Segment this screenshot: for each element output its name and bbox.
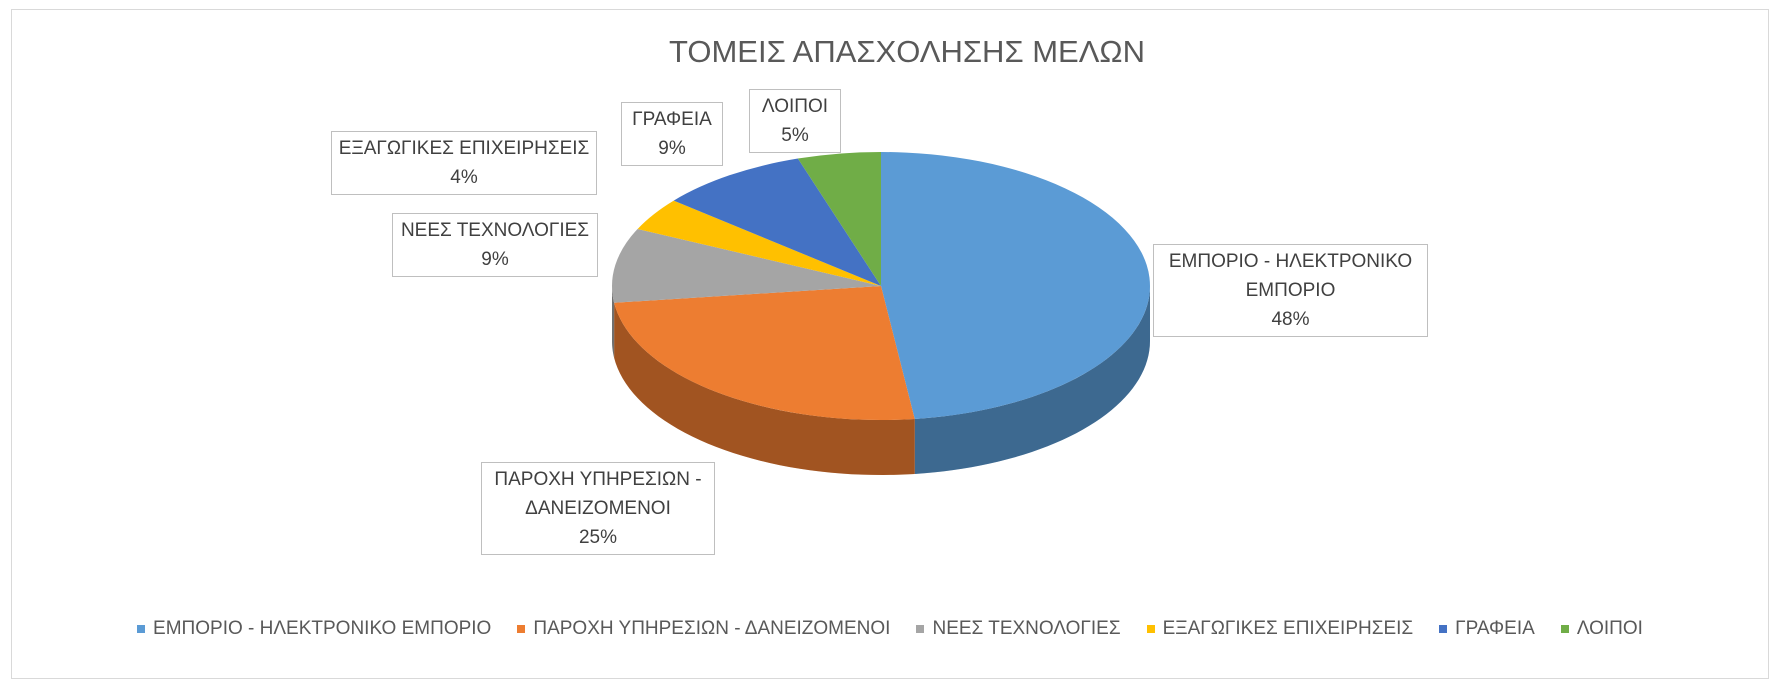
slice — [637, 200, 881, 286]
slice-side-shade — [914, 286, 1150, 474]
legend-swatch — [1439, 625, 1448, 633]
legend-swatch — [137, 625, 146, 633]
legend-item: ΝΕΕΣ ΤΕΧΝΟΛΟΓΙΕΣ — [916, 618, 1121, 640]
data-label-category: ΕΞΑΓΩΓΙΚΕΣ ΕΠΙΧΕΙΡΗΣΕΙΣ — [338, 138, 590, 159]
legend-label: ΠΑΡΟΧΗ ΥΠΗΡΕΣΙΩΝ - ΔΑΝΕΙΖΟΜΕΝΟΙ — [533, 618, 891, 639]
legend-label: ΕΜΠΟΡΙΟ - ΗΛΕΚΤΡΟΝΙΚΟ ΕΜΠΟΡΙΟ — [153, 618, 492, 639]
legend-label: ΝΕΕΣ ΤΕΧΝΟΛΟΓΙΕΣ — [932, 618, 1121, 639]
slice — [614, 286, 915, 420]
data-label-value: 5% — [781, 125, 809, 146]
data-label-category: ΕΜΠΟΡΙΟ - ΗΛΕΚΤΡΟΝΙΚΟ ΕΜΠΟΡΙΟ — [1168, 251, 1413, 301]
data-label: ΕΞΑΓΩΓΙΚΕΣ ΕΠΙΧΕΙΡΗΣΕΙΣ 4% — [331, 131, 597, 195]
slice — [673, 158, 881, 286]
data-label: ΓΡΑΦΕΙΑ 9% — [621, 102, 723, 166]
slice-side-shade — [614, 302, 915, 475]
data-label: ΛΟΙΠΟΙ 5% — [749, 89, 841, 153]
legend-swatch — [517, 625, 526, 633]
legend-item: ΠΑΡΟΧΗ ΥΠΗΡΕΣΙΩΝ - ΔΑΝΕΙΖΟΜΕΝΟΙ — [517, 618, 890, 640]
data-label-value: 9% — [481, 249, 509, 270]
data-label-value: 25% — [578, 527, 618, 548]
legend-item: ΛΟΙΠΟΙ — [1560, 618, 1643, 640]
slice-side-shade — [612, 286, 615, 358]
slice — [797, 152, 881, 286]
data-label-category: ΠΑΡΟΧΗ ΥΠΗΡΕΣΙΩΝ - ΔΑΝΕΙΖΟΜΕΝΟΙ — [494, 469, 702, 519]
slice — [612, 228, 881, 303]
data-label-category: ΛΟΙΠΟΙ — [761, 96, 829, 117]
legend-item: ΓΡΑΦΕΙΑ — [1439, 618, 1535, 640]
legend-item: ΕΞΑΓΩΓΙΚΕΣ ΕΠΙΧΕΙΡΗΣΕΙΣ — [1146, 618, 1414, 640]
data-label-value: 9% — [658, 138, 686, 159]
data-label-category: ΓΡΑΦΕΙΑ — [632, 109, 712, 130]
data-label: ΠΑΡΟΧΗ ΥΠΗΡΕΣΙΩΝ - ΔΑΝΕΙΖΟΜΕΝΟΙ 25% — [481, 462, 715, 555]
legend-label: ΛΟΙΠΟΙ — [1576, 618, 1643, 639]
legend-item: ΕΜΠΟΡΙΟ - ΗΛΕΚΤΡΟΝΙΚΟ ΕΜΠΟΡΙΟ — [137, 618, 491, 640]
slice-side — [914, 286, 1150, 474]
data-label-value: 4% — [450, 167, 478, 188]
slice — [881, 152, 1150, 419]
legend-swatch — [1146, 625, 1155, 633]
legend-label: ΓΡΑΦΕΙΑ — [1455, 618, 1535, 639]
legend: ΕΜΠΟΡΙΟ - ΗΛΕΚΤΡΟΝΙΚΟ ΕΜΠΟΡΙΟ ΠΑΡΟΧΗ ΥΠΗΡ… — [11, 618, 1769, 640]
legend-swatch — [1560, 625, 1569, 633]
data-label-value: 48% — [1271, 309, 1310, 330]
legend-label: ΕΞΑΓΩΓΙΚΕΣ ΕΠΙΧΕΙΡΗΣΕΙΣ — [1162, 618, 1414, 639]
data-label-category: ΝΕΕΣ ΤΕΧΝΟΛΟΓΙΕΣ — [400, 220, 590, 241]
data-label: ΕΜΠΟΡΙΟ - ΗΛΕΚΤΡΟΝΙΚΟ ΕΜΠΟΡΙΟ 48% — [1153, 244, 1428, 337]
chart-title: ΤΟΜΕΙΣ ΑΠΑΣΧΟΛΗΣΗΣ ΜΕΛΩΝ — [669, 34, 1145, 69]
slice-side — [612, 286, 615, 358]
data-label: ΝΕΕΣ ΤΕΧΝΟΛΟΓΙΕΣ 9% — [392, 213, 598, 277]
slice-side — [614, 302, 915, 475]
legend-swatch — [916, 625, 925, 633]
